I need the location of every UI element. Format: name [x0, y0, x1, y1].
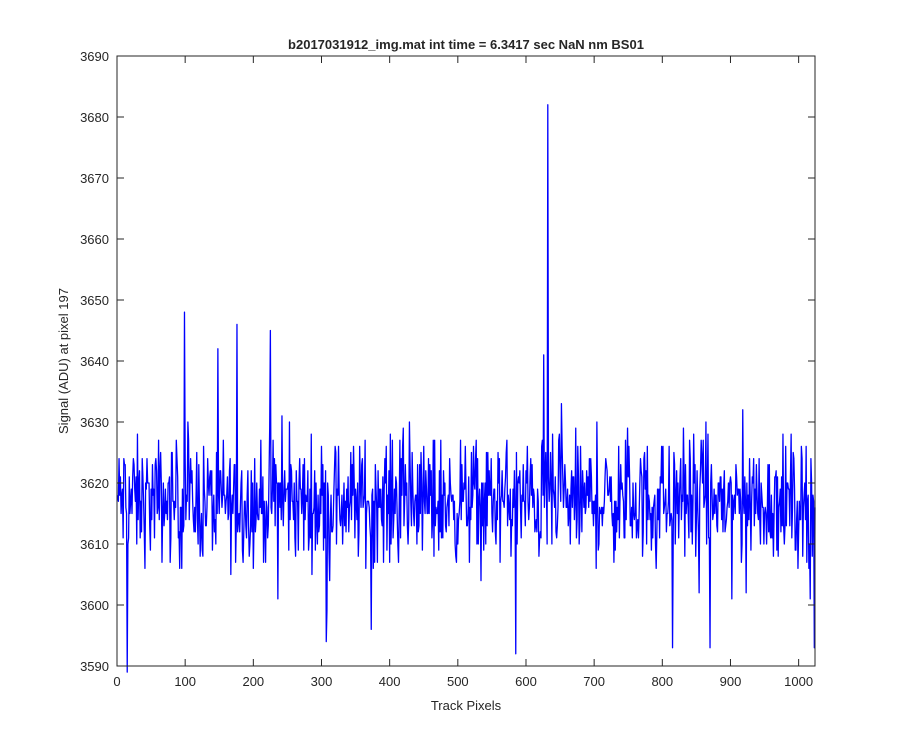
- y-tick-label: 3610: [80, 537, 109, 552]
- x-tick-label: 700: [583, 674, 605, 689]
- y-tick-label: 3600: [80, 598, 109, 613]
- y-tick-label: 3690: [80, 49, 109, 64]
- x-tick-label: 900: [720, 674, 742, 689]
- chart-title: b2017031912_img.mat int time = 6.3417 se…: [288, 37, 644, 52]
- x-axis-label: Track Pixels: [431, 698, 502, 713]
- axes: 0 100 200 300 400 500 600 700 800 900 1000 3590 3600…: [80, 49, 816, 689]
- x-tick-label: 1000: [784, 674, 813, 689]
- x-tick-label: 500: [447, 674, 469, 689]
- series-line: [117, 104, 816, 673]
- y-tick-label: 3590: [80, 659, 109, 674]
- x-tick-label: 400: [379, 674, 401, 689]
- series-group: [117, 104, 816, 673]
- x-tick-label: 300: [311, 674, 333, 689]
- y-axis-label: Signal (ADU) at pixel 197: [56, 288, 71, 434]
- x-tick-label: 200: [242, 674, 264, 689]
- y-tick-label: 3630: [80, 415, 109, 430]
- x-tick-label: 0: [113, 674, 120, 689]
- y-tick-label: 3640: [80, 354, 109, 369]
- x-tick-label: 800: [651, 674, 673, 689]
- y-tick-label: 3620: [80, 476, 109, 491]
- y-tick-label: 3650: [80, 293, 109, 308]
- x-tick-label: 100: [174, 674, 196, 689]
- y-tick-label: 3680: [80, 110, 109, 125]
- x-tick-label: 600: [515, 674, 537, 689]
- y-tick-label: 3660: [80, 232, 109, 247]
- y-tick-label: 3670: [80, 171, 109, 186]
